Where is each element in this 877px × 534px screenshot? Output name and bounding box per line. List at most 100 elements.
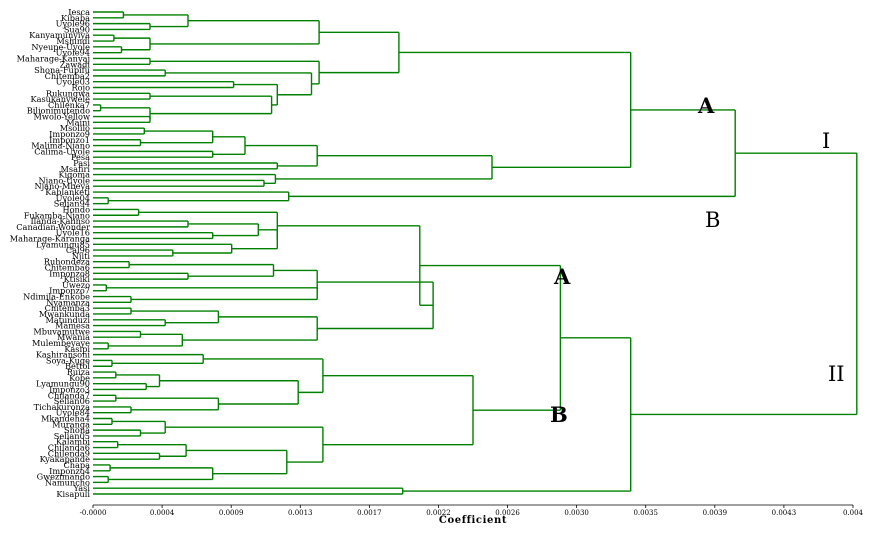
leaf-label: Malima-Njano — [31, 141, 90, 151]
leaf-label: Imponzo8 — [49, 268, 90, 278]
leaf-label: Kalambi — [56, 437, 91, 447]
leaf-label: Mkandeha4 — [41, 414, 90, 424]
leaf-label: Ktisiki — [64, 274, 91, 284]
leaf-label: Tichakuronza — [34, 402, 90, 412]
leaf-label: Chitemba2 — [45, 71, 90, 81]
leaf-label: Mshindi — [56, 36, 90, 46]
x-tick-label: 0.0004 — [150, 509, 175, 517]
leaf-label: Bettol — [65, 361, 90, 371]
leaf-label: Mulembeyaye — [32, 338, 90, 348]
leaf-label: Msolilo — [60, 123, 90, 133]
leaf-label: Iesca — [68, 7, 90, 17]
leaf-label: Selian94 — [54, 199, 90, 209]
leaf-label: Chitemba3 — [45, 303, 90, 313]
leaf-label: Kablanketi — [45, 187, 90, 197]
leaf-label: Matunduzi — [45, 315, 90, 325]
leaf-label: Njiti — [72, 251, 91, 261]
x-tick-label: -0.0000 — [80, 509, 107, 517]
leaf-label: Uyole04 — [56, 193, 90, 203]
leaf-label: Uyole94 — [56, 48, 90, 58]
leaf-label: Kisapuli — [56, 489, 90, 499]
leaf-label: Hondo — [62, 204, 90, 214]
leaf-label: Soya-Kuge — [46, 355, 90, 365]
leaf-label: Pesa — [71, 152, 90, 162]
x-tick-label: 0.0013 — [288, 509, 313, 517]
leaf-label: Ruhondeza — [44, 257, 90, 267]
leaf-label: Selian06 — [54, 396, 90, 406]
leaf-label: Chitemba6 — [45, 263, 90, 273]
leaf-label: Ruiza — [67, 367, 90, 377]
x-axis: -0.0000 0.0004 0.0009 0.0013 0.0017 0.0022 0.0… — [80, 504, 864, 517]
leaf-label: Uyole16 — [56, 228, 90, 238]
leaf-label: Kasipi — [64, 344, 90, 354]
leaf-label: Kashiransoni — [36, 350, 91, 360]
x-tick-label: 0.0026 — [495, 509, 520, 517]
leaf-label: Kyakapande — [40, 454, 91, 464]
x-tick-label: 0.0030 — [564, 509, 589, 517]
leaf-label: Uyole03 — [56, 77, 90, 87]
x-tick-label: 0.004 — [843, 509, 864, 517]
leaf-label: Maharage-Karanga — [10, 233, 90, 243]
leaf-label: Kanyamunyiya — [29, 30, 90, 40]
leaf-label: Maini — [66, 117, 90, 127]
cluster-label-B-lower: B — [550, 402, 568, 427]
leaf-label: Mamesa — [55, 321, 90, 331]
leaf-label: Chapa — [63, 460, 90, 470]
leaf-label: Selian05 — [54, 431, 90, 441]
cluster-label-B-upper: B — [705, 208, 720, 232]
leaf-label: Imponzo7 — [49, 286, 90, 296]
leaf-label: Njano-Uyole — [39, 175, 91, 185]
cluster-label-A-lower: A — [553, 264, 571, 289]
leaf-label: Cal96 — [66, 245, 90, 255]
leaf-label: Nyeupe-Uyole — [31, 42, 90, 52]
x-axis-title: Coefficient — [439, 515, 507, 526]
leaf-label: Rukungwa — [46, 88, 90, 98]
leaf-label: Imponzo1 — [49, 135, 90, 145]
leaf-label: Uyole96 — [56, 19, 90, 29]
leaf-label: Njano-Mbeya — [34, 181, 90, 191]
leaf-label: Calima-Uyole — [34, 146, 90, 156]
leaf-label: Chilenda9 — [48, 448, 90, 458]
leaf-label: Ilanda-Kalinso — [30, 216, 90, 226]
leaf-label: Yasi — [73, 483, 91, 493]
leaf-label: Lyamungu90 — [36, 379, 90, 389]
leaf-label: Lyamungu85 — [36, 239, 90, 249]
x-tick-label: 0.0039 — [703, 509, 728, 517]
leaf-label: Rojo — [71, 82, 90, 92]
leaf-label: Sua90 — [64, 24, 90, 34]
leaf-label: Msafiri — [61, 164, 91, 174]
leaf-label: Namuncho — [45, 477, 90, 487]
leaf-label: Mwankunda — [39, 309, 90, 319]
leaf-label: Maharage-Kanyaj — [17, 53, 90, 63]
leaf-labels: IescaKibabaUyole96Sua90KanyamunyiyaMshin… — [10, 7, 91, 499]
leaf-label: Kobe — [69, 373, 90, 383]
x-tick-label: 0.0043 — [772, 509, 797, 517]
leaf-label: Shona-Fupifu — [34, 65, 90, 75]
x-tick-label: 0.0017 — [357, 509, 382, 517]
x-tick-label: 0.0035 — [633, 509, 658, 517]
leaf-label: Chilanda7 — [48, 390, 90, 400]
leaf-label: Pasi — [73, 158, 90, 168]
leaf-label: Imponzo4 — [49, 466, 90, 476]
cluster-label-A-upper: A — [697, 93, 715, 118]
leaf-label: Uyole84 — [56, 408, 90, 418]
leaf-label: Imponzo9 — [49, 129, 90, 139]
leaf-label: Bilionimutendo — [27, 106, 90, 116]
leaf-label: Chilanda6 — [48, 443, 90, 453]
cluster-label-I: I — [822, 129, 830, 153]
x-tick-label: 0.0009 — [219, 509, 244, 517]
leaf-label: Gwezimando — [37, 472, 90, 482]
leaf-label: Kasukanywele — [30, 94, 90, 104]
leaf-label: Mwania — [57, 332, 90, 342]
leaf-label: Kigoma — [58, 170, 90, 180]
leaf-label: Canadian-Wonder — [16, 222, 90, 232]
leaf-label: Shona — [64, 425, 90, 435]
leaf-label: Kibaba — [61, 13, 90, 23]
leaf-label: Mwolo-Yellow — [34, 112, 90, 122]
leaf-label: Muranga — [52, 419, 90, 429]
leaf-label: Zawadi — [60, 59, 91, 69]
leaf-label: Uwezo — [62, 280, 90, 290]
cluster-label-II: II — [828, 362, 845, 386]
leaf-label: Nyamanza — [46, 297, 90, 307]
